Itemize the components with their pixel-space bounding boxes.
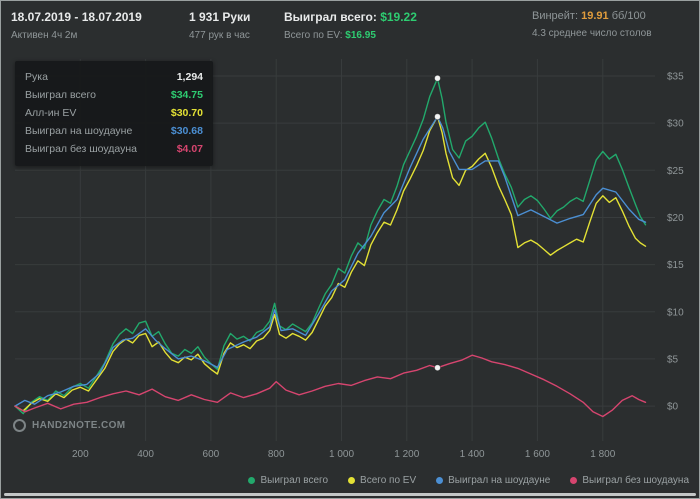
tooltip-won-total-value: $34.75: [170, 89, 203, 101]
y-tick-label: $35: [667, 72, 684, 83]
series-line-non-showdown: [14, 354, 647, 418]
winnings-block: Выиграл всего: $19.22 Всего по EV: $16.9…: [284, 10, 417, 41]
x-tick-label: 1 400: [460, 449, 485, 460]
y-tick-label: $10: [667, 307, 684, 318]
x-tick-label: 1 800: [590, 449, 615, 460]
winrate-block: Винрейт: 19.91 бб/100 4.3 среднее число …: [532, 10, 652, 39]
tooltip-won-total-label: Выиграл всего: [25, 89, 96, 101]
tooltip-showdown-value: $30.68: [170, 125, 203, 137]
legend-dot-non-showdown: [570, 477, 578, 484]
legend-dot-won-total: [248, 477, 256, 484]
tooltip-row-non-showdown: Выиграл без шоудауна $4.07: [25, 140, 203, 158]
x-tick-label: 1 200: [394, 449, 419, 460]
tooltip-row-allin-ev: Алл-ин EV $30.70: [25, 104, 203, 122]
tooltip-hand-label: Рука: [25, 71, 48, 83]
tooltip-hand-value: 1,294: [176, 71, 203, 83]
tooltip-non-showdown-value: $4.07: [176, 143, 203, 155]
tooltip-row-won-total: Выиграл всего $34.75: [25, 86, 203, 104]
avg-tables: 4.3 среднее число столов: [532, 28, 652, 39]
tooltip-row-hand: Рука 1,294: [25, 68, 203, 86]
legend-dot-showdown: [436, 477, 444, 484]
legend-label-won-total: Выиграл всего: [260, 475, 329, 486]
hands-per-hour: 477 рук в час: [189, 30, 250, 41]
active-time: Активен 4ч 2м: [11, 30, 78, 41]
tooltip-non-showdown-label: Выиграл без шоудауна: [25, 143, 137, 155]
hand2note-logo: HAND2NOTE.COM: [13, 419, 126, 432]
legend-item-won-total[interactable]: Выиграл всего: [248, 475, 328, 486]
y-tick-label: $5: [667, 354, 679, 365]
horizontal-scrollbar[interactable]: [4, 492, 696, 497]
watermark-text: HAND2NOTE.COM: [32, 420, 126, 431]
date-block: 18.07.2019 - 18.07.2019 Активен 4ч 2м: [11, 10, 142, 41]
ev-total-label: Всего по EV:: [284, 30, 343, 41]
series-line-ev-total: [14, 115, 647, 412]
x-tick-label: 200: [72, 449, 89, 460]
y-tick-label: $0: [667, 402, 679, 413]
legend-label-non-showdown: Выиграл без шоудауна: [582, 475, 689, 486]
legend-item-showdown[interactable]: Выиграл на шоудауне: [436, 475, 550, 486]
x-tick-label: 1 000: [329, 449, 354, 460]
hands-block: 1 931 Руки 477 рук в час: [189, 10, 250, 41]
tooltip-allin-ev-value: $30.70: [170, 107, 203, 119]
chart-legend: Выиграл всего Всего по EV Выиграл на шоуда…: [1, 475, 689, 486]
tooltip-showdown-label: Выиграл на шоудауне: [25, 125, 133, 137]
series-line-won-total: [14, 77, 647, 415]
legend-item-ev-total[interactable]: Всего по EV: [348, 475, 416, 486]
tooltip-row-showdown: Выиграл на шоудауне $30.68: [25, 122, 203, 140]
legend-label-showdown: Выиграл на шоудауне: [448, 475, 551, 486]
hands-count: 1 931 Руки: [189, 10, 251, 24]
y-tick-label: $20: [667, 213, 684, 224]
y-tick-label: $25: [667, 166, 684, 177]
hover-marker: [434, 74, 441, 82]
hand-tooltip: Рука 1,294 Выиграл всего $34.75 Алл-ин E…: [15, 61, 213, 166]
hand2note-logo-icon: [13, 419, 26, 432]
tooltip-allin-ev-label: Алл-ин EV: [25, 107, 77, 119]
scrollbar-thumb[interactable]: [4, 493, 696, 496]
winrate-label: Винрейт:: [532, 10, 579, 22]
winrate-value: 19.91: [581, 10, 609, 22]
legend-dot-ev-total: [348, 477, 356, 484]
date-range: 18.07.2019 - 18.07.2019: [11, 10, 142, 24]
ev-total-value: $16.95: [345, 30, 376, 41]
hover-marker: [434, 113, 441, 121]
hover-marker: [434, 364, 441, 372]
legend-label-ev-total: Всего по EV: [360, 475, 417, 486]
y-tick-label: $15: [667, 260, 684, 271]
x-tick-label: 800: [268, 449, 285, 460]
x-tick-label: 600: [203, 449, 220, 460]
x-tick-label: 400: [137, 449, 154, 460]
winrate-units: бб/100: [611, 10, 646, 22]
won-total-value: $19.22: [380, 10, 417, 24]
series-line-showdown: [14, 116, 647, 407]
x-tick-label: 1 600: [525, 449, 550, 460]
legend-item-non-showdown[interactable]: Выиграл без шоудауна: [570, 475, 689, 486]
y-tick-label: $30: [667, 119, 684, 130]
won-total-label: Выиграл всего:: [284, 10, 377, 24]
